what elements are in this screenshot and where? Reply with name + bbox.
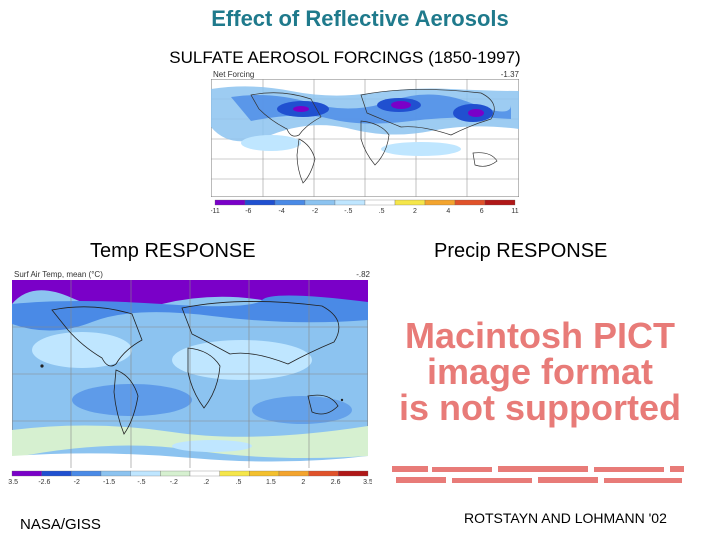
forcing-colorbar-swatch	[214, 199, 246, 206]
forcing-map-header-left: Net Forcing	[213, 70, 255, 79]
pict-line-2: image format	[426, 351, 654, 392]
temp-colorbar-tick-label: .2	[203, 479, 209, 486]
precip-response-label: Precip RESPONSE	[434, 240, 608, 262]
forcing-colorbar-swatch	[424, 199, 456, 206]
temp-colorbar-swatch	[308, 470, 339, 477]
pict-garbled-text	[392, 466, 684, 483]
forcing-map-image	[211, 79, 519, 197]
forcing-colorbar-tick-label: -4	[279, 208, 285, 215]
forcing-colorbar-swatch	[364, 199, 396, 206]
temp-colorbar-swatch	[249, 470, 280, 477]
forcing-colorbar-swatch	[244, 199, 276, 206]
temp-colorbar-swatch	[160, 470, 191, 477]
temp-colorbar: -3.5 -2.6 -2 -1.5 -.5 -.2 .2 .5 1.5 2 2.6 3.5	[8, 470, 372, 486]
temp-colorbar-tick-label: -2	[74, 479, 80, 486]
forcing-colorbar-tick-label: -2	[312, 208, 318, 215]
forcing-colorbar-tick-label: 11	[511, 208, 518, 215]
temp-colorbar-tick-label: 1.5	[266, 479, 276, 486]
forcing-colorbar-swatch	[454, 199, 486, 206]
forcing-colorbar-tick-label: 4	[446, 208, 450, 215]
temp-map: Surf Air Temp, mean (°C) -.82	[4, 270, 374, 490]
slide-subtitle: SULFATE AEROSOL FORCINGS (1850-1997)	[169, 48, 521, 67]
forcing-colorbar-tick-label: -.5	[344, 208, 352, 215]
forcing-colorbar-swatch	[394, 199, 426, 206]
pict-line-1: Macintosh PICT	[404, 315, 676, 356]
forcing-map-header-right: -1.37	[500, 70, 519, 79]
temp-colorbar-tick-label: -.5	[137, 479, 145, 486]
temp-colorbar-tick-label: -3.5	[8, 479, 18, 486]
temp-colorbar-tick-label: -.2	[170, 479, 178, 486]
forcing-colorbar-swatch	[304, 199, 336, 206]
temp-colorbar-swatch	[278, 470, 309, 477]
forcing-colorbar-tick-label: -6	[245, 208, 251, 215]
slide-title: Effect of Reflective Aerosols	[211, 6, 509, 31]
temp-map-header-left: Surf Air Temp, mean (°C)	[14, 270, 103, 279]
forcing-colorbar-tick-label: 6	[480, 208, 484, 215]
temp-response-label: Temp RESPONSE	[90, 240, 256, 262]
temp-colorbar-tick-label: .5	[236, 479, 242, 486]
temp-colorbar-swatch	[338, 470, 369, 477]
temp-colorbar-swatch	[189, 470, 220, 477]
temp-colorbar-tick-label: 3.5	[363, 479, 372, 486]
forcing-colorbar-swatch	[484, 199, 516, 206]
temp-colorbar-tick-label: 2.6	[331, 479, 341, 486]
temp-colorbar-swatch	[130, 470, 161, 477]
credit-rotstayn-lohmann: ROTSTAYN AND LOHMANN '02	[464, 510, 667, 526]
temp-colorbar-tick-label: 2	[301, 479, 305, 486]
forcing-colorbar-tick-label: 2	[413, 208, 417, 215]
credit-nasa-giss: NASA/GISS	[20, 516, 101, 533]
temp-colorbar-swatch	[11, 470, 42, 477]
temp-map-image	[12, 280, 368, 468]
forcing-colorbar: -11 -6 -4 -2 -.5 .5 2 4 6 11	[211, 199, 519, 215]
forcing-map: Net Forcing -1.37	[205, 70, 525, 216]
temp-colorbar-tick-label: -2.6	[38, 479, 50, 486]
temp-map-header-right: -.82	[356, 270, 370, 279]
temp-colorbar-tick-label: -1.5	[103, 479, 115, 486]
forcing-colorbar-tick-label: .5	[379, 208, 385, 215]
pict-placeholder: Macintosh PICT image format is not suppo…	[362, 318, 718, 426]
pict-line-3: is not supported	[399, 387, 681, 428]
temp-colorbar-swatch	[219, 470, 250, 477]
temp-colorbar-swatch	[41, 470, 72, 477]
forcing-colorbar-tick-label: -11	[211, 208, 220, 215]
temp-colorbar-swatch	[100, 470, 131, 477]
forcing-colorbar-swatch	[274, 199, 306, 206]
forcing-colorbar-swatch	[334, 199, 366, 206]
temp-colorbar-swatch	[71, 470, 102, 477]
